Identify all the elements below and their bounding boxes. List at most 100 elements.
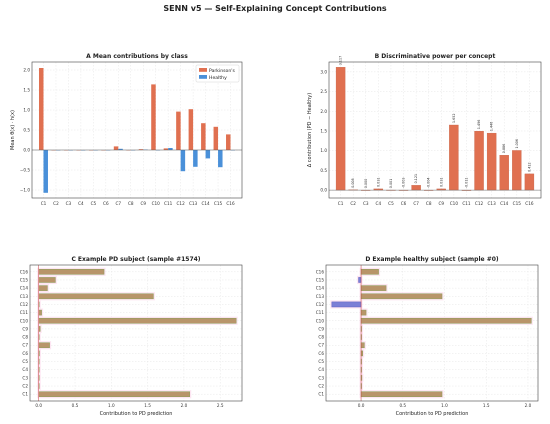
y-tick-label: C1: [318, 392, 324, 397]
y-tick-label: C11: [20, 310, 29, 315]
y-tick-label: C13: [316, 294, 325, 299]
data-label: 0.008: [351, 178, 355, 187]
y-tick-label: 3.0: [320, 69, 327, 74]
data-label: 0.886: [502, 144, 506, 153]
panel-title: A Mean contributions by class: [86, 53, 188, 60]
bar: [360, 309, 367, 316]
data-label: 1.006: [515, 139, 519, 148]
bar: [38, 391, 190, 397]
figure-title: SENN v5 — Self-Explaining Concept Contri…: [163, 4, 387, 13]
x-tick-label: 0.0: [35, 403, 42, 408]
x-tick-label: C5: [91, 201, 97, 206]
panel-title: D Example healthy subject (sample #0): [365, 256, 499, 263]
plot-frame: [325, 264, 539, 402]
bar: [205, 150, 211, 159]
bar: [193, 150, 198, 167]
y-tick-label: C14: [316, 286, 325, 291]
bar: [486, 132, 497, 191]
x-axis-label: Contribution to PD prediction: [396, 411, 469, 417]
x-tick-label: C11: [164, 201, 173, 206]
y-tick-label: C9: [318, 326, 324, 331]
x-tick-label: C9: [438, 201, 444, 206]
x-tick-label: C14: [201, 201, 210, 206]
y-tick-label: C5: [318, 359, 324, 364]
bar: [360, 269, 379, 275]
y-tick-label: C12: [20, 302, 29, 307]
y-tick-label: 0.0: [320, 188, 327, 193]
data-label: -0.003: [402, 177, 406, 188]
bar: [499, 155, 509, 191]
y-tick-label: 1.5: [23, 88, 30, 93]
y-tick-label: C8: [318, 335, 324, 340]
bar: [151, 84, 156, 150]
x-tick-label: C16: [226, 201, 235, 206]
bar: [180, 150, 186, 172]
y-tick-label: C4: [318, 367, 324, 372]
data-label: 0.412: [527, 162, 531, 171]
x-tick-label: 1.0: [108, 403, 115, 408]
panel-title: B Discriminative power per concept: [375, 53, 496, 60]
bar: [38, 342, 50, 349]
x-tick-label: C1: [338, 201, 344, 206]
x-tick-label: C7: [116, 201, 122, 206]
x-tick-label: C9: [140, 201, 146, 206]
x-tick-label: C3: [66, 201, 72, 206]
x-tick-label: 2.0: [525, 403, 532, 408]
y-tick-label: 0.5: [23, 128, 30, 133]
bar: [138, 149, 144, 150]
y-axis-label: Δ contribution (PD − Healthy): [307, 93, 313, 167]
bar: [38, 68, 44, 150]
bar: [38, 277, 56, 283]
y-tick-label: 2.0: [320, 109, 327, 114]
data-label: 1.652: [452, 114, 456, 123]
bar: [218, 150, 223, 168]
plot-frame: [29, 264, 243, 402]
x-tick-label: 0.5: [399, 403, 406, 408]
legend-label: Healthy: [209, 75, 227, 81]
y-tick-label: C14: [20, 286, 29, 291]
x-tick-label: C4: [376, 201, 382, 206]
x-tick-label: C15: [214, 201, 223, 206]
x-tick-label: C13: [189, 201, 198, 206]
y-tick-label: C13: [20, 294, 29, 299]
x-tick-label: C6: [401, 201, 407, 206]
bar: [360, 317, 532, 324]
legend-label: Parkinson's: [209, 68, 235, 74]
y-tick-label: C2: [22, 384, 28, 389]
y-tick-label: C6: [318, 351, 324, 356]
y-tick-label: 2.0: [23, 68, 30, 73]
plot-frame: [31, 61, 243, 199]
data-label: 1.446: [490, 122, 494, 131]
y-tick-label: C12: [316, 302, 325, 307]
x-tick-label: C12: [177, 201, 186, 206]
y-tick-label: C9: [22, 326, 28, 331]
y-tick-label: C2: [318, 384, 324, 389]
y-tick-label: C5: [22, 359, 28, 364]
y-tick-label: C10: [316, 318, 325, 323]
bar: [38, 293, 154, 300]
x-tick-label: C8: [426, 201, 432, 206]
bar: [512, 150, 522, 191]
y-tick-label: C16: [20, 269, 29, 274]
y-tick-label: 2.5: [320, 89, 327, 94]
y-tick-label: C8: [22, 335, 28, 340]
legend-swatch: [199, 75, 207, 79]
bar: [449, 124, 459, 191]
bar: [360, 293, 443, 300]
y-tick-label: 1.5: [320, 128, 327, 133]
y-tick-label: C3: [22, 375, 28, 380]
x-tick-label: C10: [450, 201, 459, 206]
x-tick-label: C6: [103, 201, 109, 206]
bar: [331, 301, 362, 308]
x-tick-label: C11: [462, 201, 471, 206]
x-tick-label: C3: [363, 201, 369, 206]
bar: [360, 342, 365, 349]
bar: [118, 148, 123, 150]
bar: [524, 173, 535, 191]
bar: [213, 126, 219, 150]
data-label: -0.011: [464, 177, 468, 188]
y-tick-label: 1.0: [320, 148, 327, 153]
x-tick-label: C13: [488, 201, 497, 206]
bar: [163, 148, 169, 150]
